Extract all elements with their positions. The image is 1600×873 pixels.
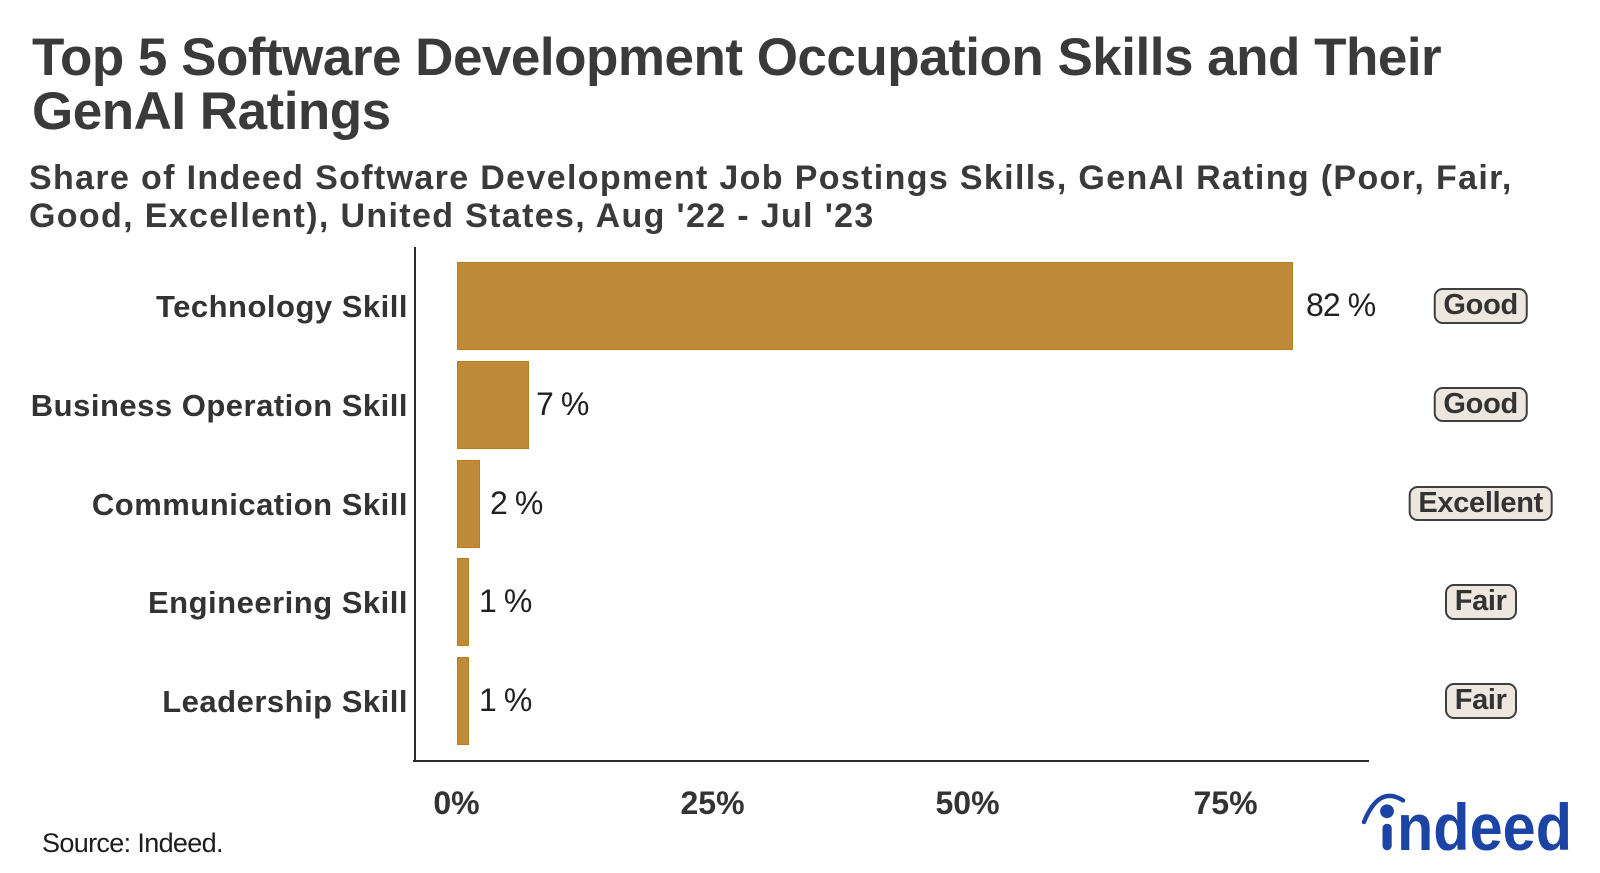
svg-text:ndeed: ndeed	[1397, 791, 1572, 865]
